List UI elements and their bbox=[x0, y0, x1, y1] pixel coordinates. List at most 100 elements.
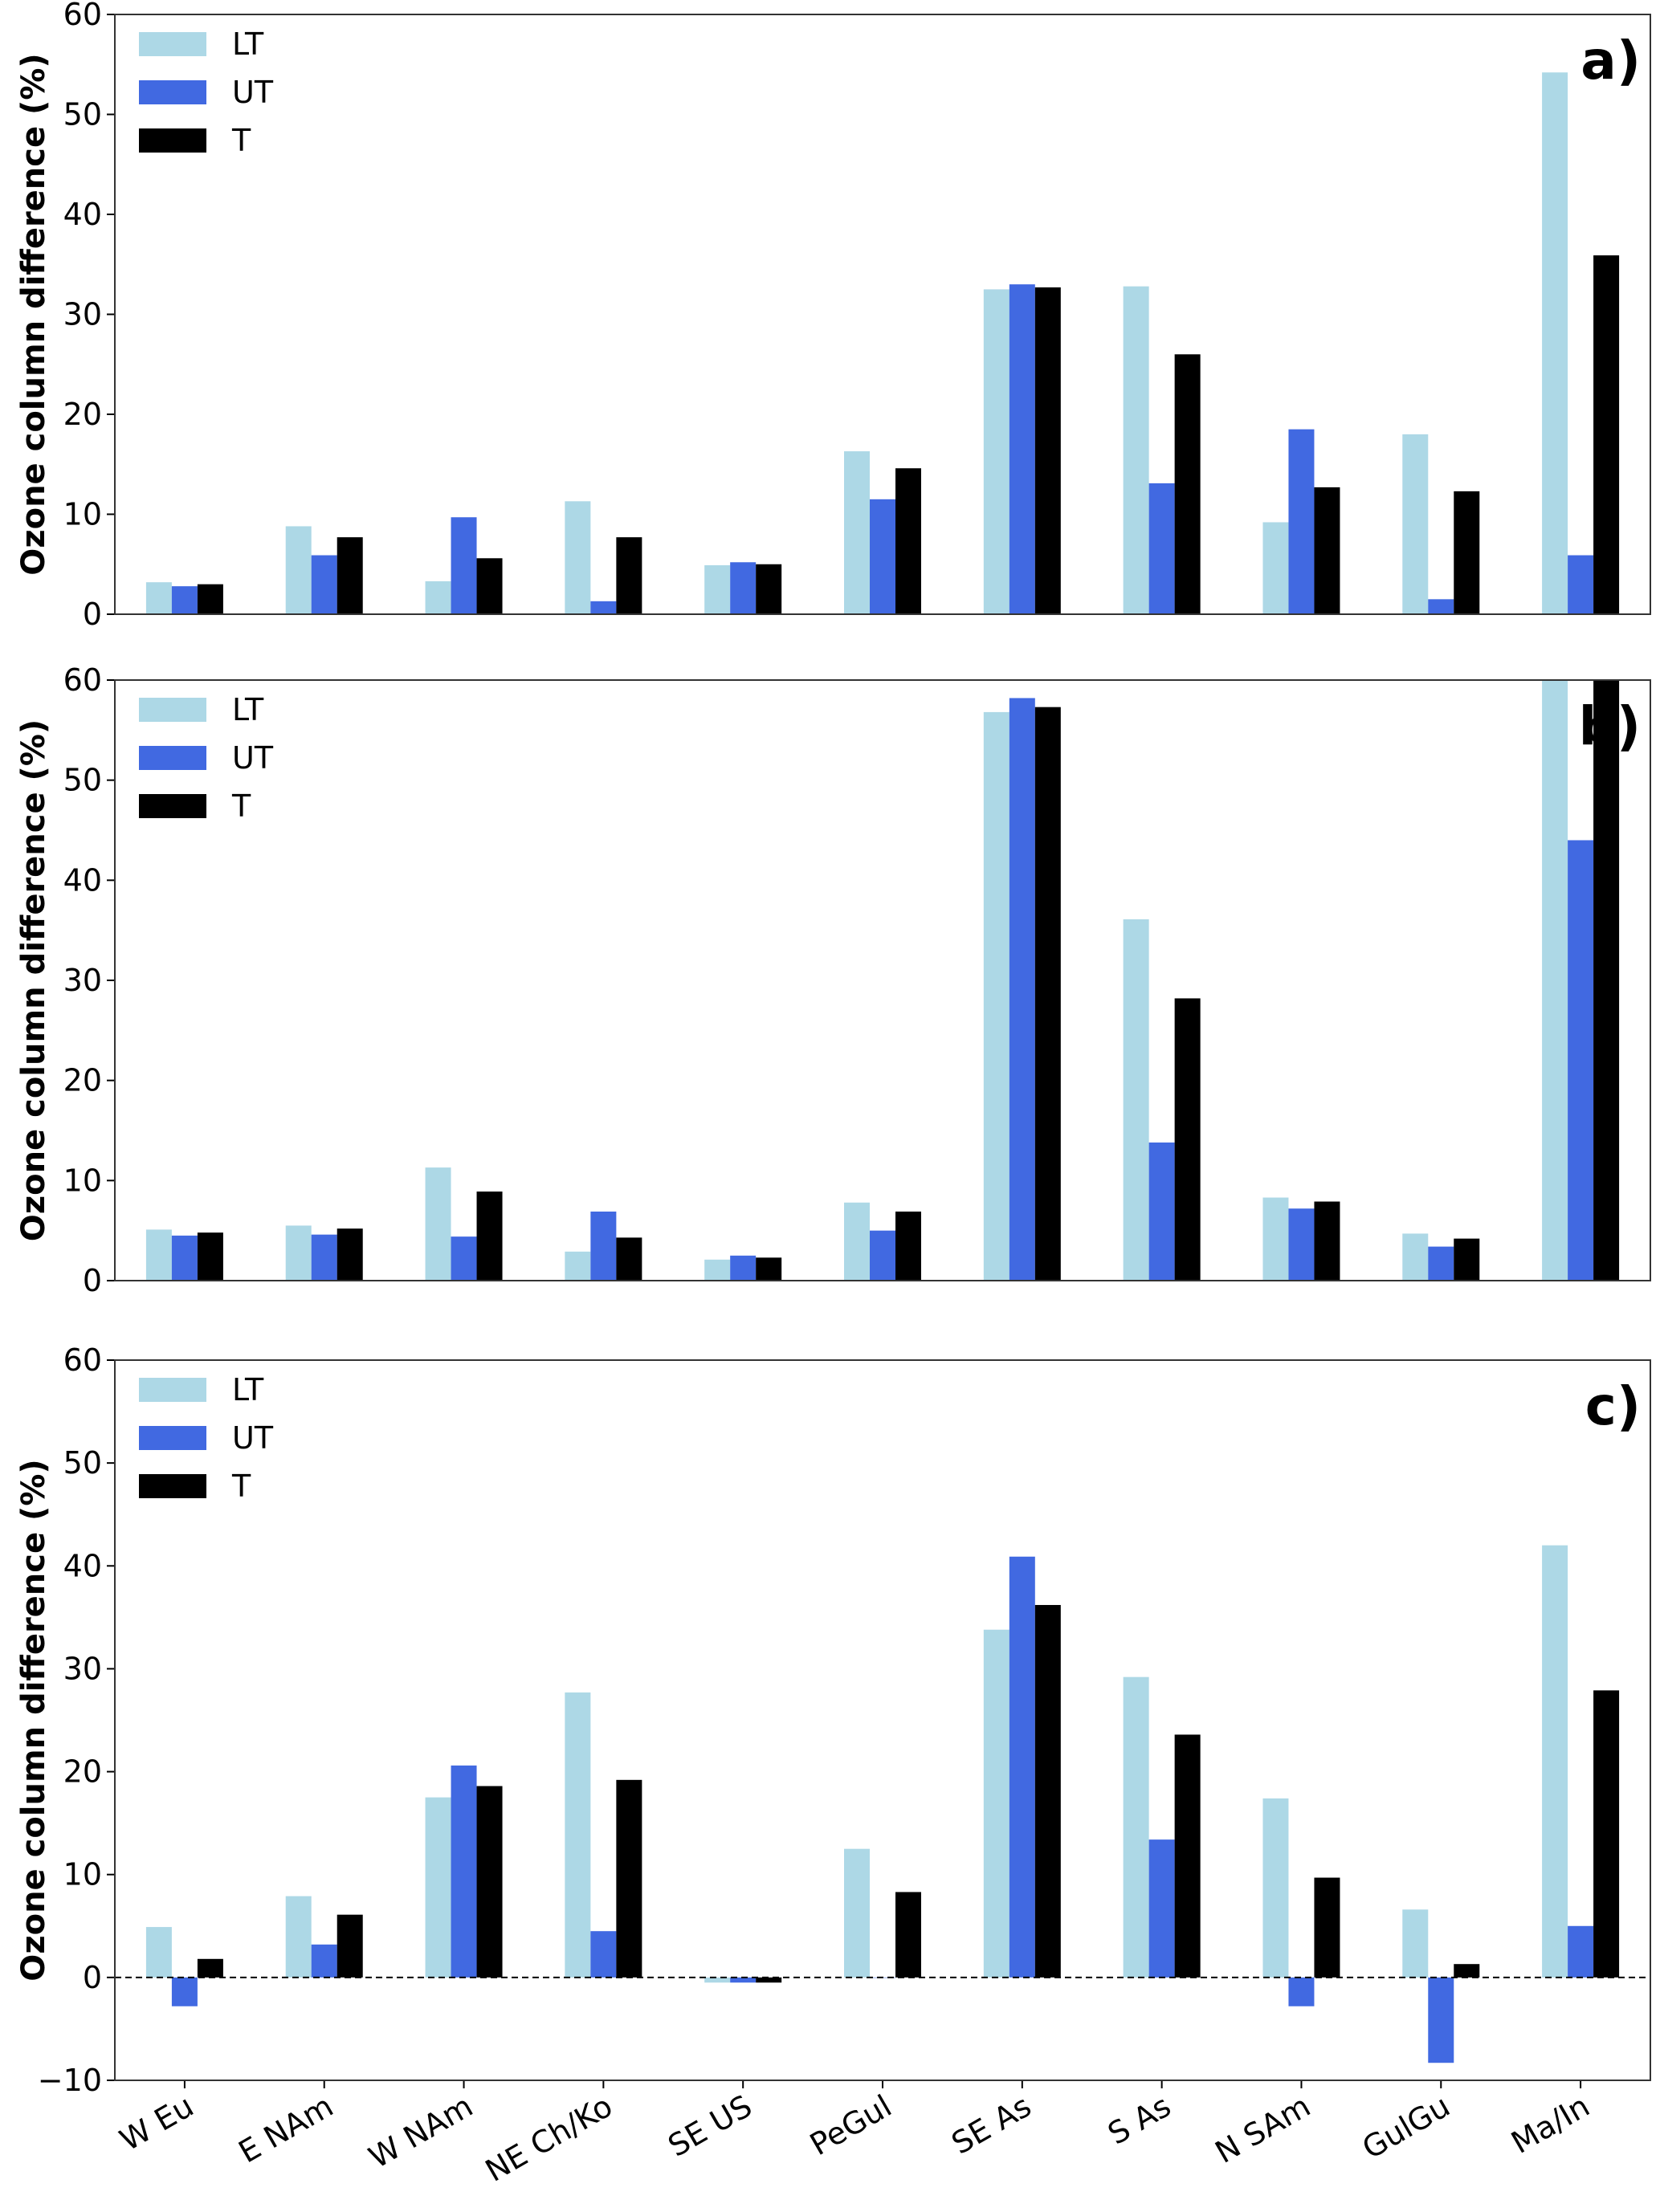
bar-T-1 bbox=[336, 537, 363, 614]
legend-label-LT: LT bbox=[232, 1372, 264, 1407]
bar-LT-8 bbox=[1262, 1197, 1289, 1281]
legend-swatch-LT bbox=[139, 1378, 206, 1402]
bar-UT-7 bbox=[1148, 1839, 1175, 1978]
bar-UT-10 bbox=[1568, 840, 1594, 1281]
bar-UT-2 bbox=[451, 1765, 477, 1978]
y-axis-label: Ozone column difference (%) bbox=[15, 53, 52, 575]
bar-UT-5 bbox=[870, 1230, 895, 1281]
bar-T-2 bbox=[476, 1786, 503, 1978]
bar-LT-1 bbox=[285, 1896, 312, 1978]
legend-label-LT: LT bbox=[232, 26, 264, 62]
legend-swatch-UT bbox=[139, 80, 206, 104]
bar-T-4 bbox=[756, 564, 782, 614]
bar-LT-6 bbox=[983, 289, 1009, 614]
y-tick-label: 30 bbox=[63, 1651, 102, 1686]
bar-T-8 bbox=[1314, 487, 1340, 614]
bar-LT-5 bbox=[844, 451, 870, 614]
bar-LT-5 bbox=[844, 1202, 870, 1281]
panel-label: c) bbox=[1585, 1375, 1641, 1437]
bar-T-4 bbox=[756, 1977, 782, 1983]
y-tick-label: 20 bbox=[63, 397, 102, 432]
bar-UT-0 bbox=[171, 1235, 198, 1281]
legend-label-UT: UT bbox=[232, 740, 274, 776]
x-tick-label: N SAm bbox=[1209, 2088, 1316, 2170]
chart-panel-1: 0 10 20 30 40 50 60 Ozone column difference (%)… bbox=[15, 0, 1651, 632]
y-axis-label: Ozone column difference (%) bbox=[15, 1459, 52, 1981]
bar-LT-10 bbox=[1542, 680, 1568, 1281]
bar-LT-3 bbox=[565, 1251, 591, 1281]
y-tick-label: 10 bbox=[63, 1163, 102, 1198]
x-tick-label: W Eu bbox=[114, 2088, 200, 2158]
bar-UT-1 bbox=[311, 1234, 337, 1281]
x-tick-label: PeGul bbox=[804, 2088, 897, 2163]
y-axis-label: Ozone column difference (%) bbox=[15, 719, 52, 1241]
bar-UT-8 bbox=[1288, 429, 1315, 614]
x-tick-label: NE Ch/Ko bbox=[479, 2088, 618, 2189]
bar-T-9 bbox=[1454, 1238, 1480, 1281]
y-tick-label: 40 bbox=[63, 197, 102, 232]
legend-label-T: T bbox=[231, 788, 251, 824]
bar-T-9 bbox=[1454, 1964, 1480, 1978]
bar-UT-9 bbox=[1428, 599, 1454, 614]
bar-UT-3 bbox=[590, 1931, 617, 1978]
bar-UT-3 bbox=[590, 601, 617, 614]
bar-LT-1 bbox=[285, 526, 312, 614]
bar-LT-2 bbox=[425, 1167, 451, 1281]
bar-LT-2 bbox=[425, 1797, 451, 1978]
bar-T-2 bbox=[476, 1192, 503, 1281]
y-tick-label: 20 bbox=[63, 1754, 102, 1790]
y-tick-label: 0 bbox=[83, 1960, 102, 1995]
y-tick-label: 0 bbox=[83, 597, 102, 632]
x-tick-label: GulGu bbox=[1356, 2088, 1456, 2166]
y-tick-label: 20 bbox=[63, 1063, 102, 1098]
bar-UT-7 bbox=[1148, 1142, 1175, 1281]
bar-LT-9 bbox=[1402, 1909, 1429, 1978]
y-tick-label: −10 bbox=[38, 2063, 102, 2098]
bar-LT-6 bbox=[983, 1629, 1009, 1978]
bar-UT-4 bbox=[730, 562, 757, 614]
bar-T-10 bbox=[1593, 255, 1620, 614]
bar-UT-1 bbox=[311, 555, 337, 614]
y-tick-label: 30 bbox=[63, 963, 102, 998]
chart-panel-2: 0 10 20 30 40 50 60 Ozone column difference (%)… bbox=[15, 662, 1651, 1298]
plot-frame bbox=[114, 1359, 1651, 2081]
bar-T-2 bbox=[476, 558, 503, 614]
bar-LT-5 bbox=[844, 1848, 870, 1978]
bar-T-7 bbox=[1174, 1734, 1201, 1978]
bar-UT-4 bbox=[730, 1977, 757, 1983]
x-tick-label: SE As bbox=[946, 2088, 1038, 2161]
bar-T-6 bbox=[1034, 1604, 1061, 1978]
legend-label-T: T bbox=[231, 1469, 251, 1504]
bar-UT-6 bbox=[1009, 284, 1035, 614]
bar-T-9 bbox=[1454, 491, 1480, 614]
bar-LT-0 bbox=[145, 582, 172, 614]
bar-T-10 bbox=[1593, 680, 1620, 1281]
bar-LT-4 bbox=[704, 564, 731, 614]
bar-T-6 bbox=[1034, 707, 1061, 1281]
bar-UT-2 bbox=[451, 1236, 477, 1281]
legend-swatch-UT bbox=[139, 746, 206, 770]
bar-UT-9 bbox=[1428, 1977, 1454, 2063]
x-tick-label: W NAm bbox=[363, 2088, 479, 2176]
bar-T-1 bbox=[336, 1914, 363, 1978]
y-tick-label: 40 bbox=[63, 1548, 102, 1583]
legend-swatch-LT bbox=[139, 698, 206, 722]
chart-panel-3: −10 0 10 20 30 40 50 60 Ozone column difference … bbox=[15, 1342, 1651, 2189]
bar-UT-6 bbox=[1009, 698, 1035, 1281]
bar-LT-0 bbox=[145, 1927, 172, 1978]
bar-LT-3 bbox=[565, 1692, 591, 1978]
bar-UT-5 bbox=[870, 499, 895, 614]
bar-UT-1 bbox=[311, 1944, 337, 1978]
legend-swatch-LT bbox=[139, 32, 206, 56]
bar-T-3 bbox=[616, 1237, 642, 1281]
bar-LT-3 bbox=[565, 501, 591, 614]
bar-LT-1 bbox=[285, 1225, 312, 1281]
bar-T-0 bbox=[197, 1958, 223, 1978]
legend-label-UT: UT bbox=[232, 1420, 274, 1456]
bar-T-0 bbox=[197, 1232, 223, 1281]
bar-T-4 bbox=[756, 1257, 782, 1281]
bar-T-10 bbox=[1593, 1690, 1620, 1978]
bar-UT-10 bbox=[1568, 555, 1594, 614]
y-tick-label: 60 bbox=[63, 662, 102, 698]
